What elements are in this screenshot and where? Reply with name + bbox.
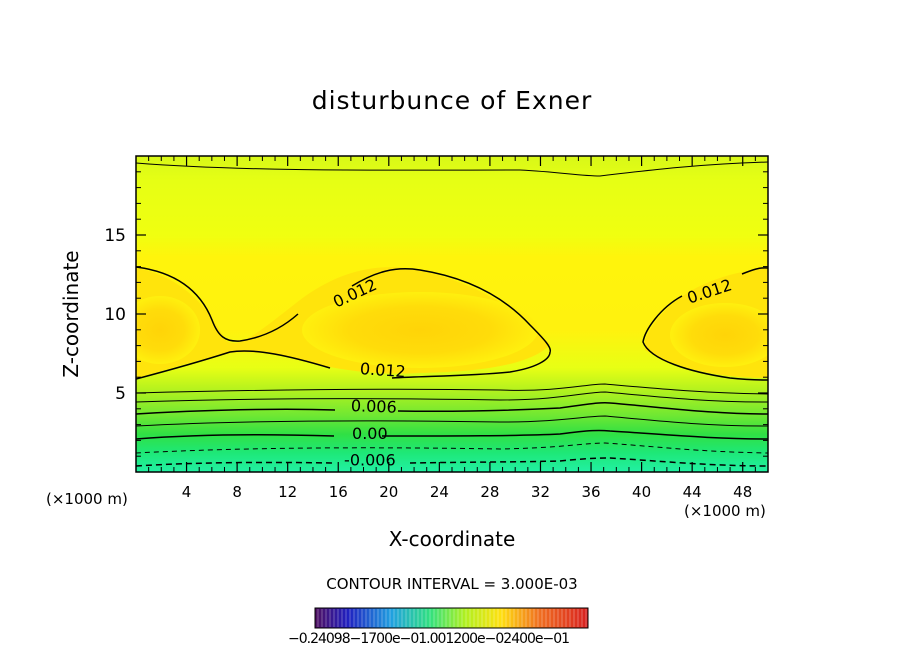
contour-interval-text: CONTOUR INTERVAL = 3.000E-03 [326, 575, 578, 593]
x-axis-label: X-coordinate [388, 527, 516, 551]
contour-label: 0.00 [352, 424, 388, 443]
y-tick-label: 5 [115, 384, 126, 404]
x-tick-label: 36 [581, 483, 600, 501]
x-axis: 4 8 12 16 20 24 28 32 36 40 44 48 [148, 156, 756, 501]
x-tick-label: 16 [329, 483, 348, 501]
x-tick-label: 20 [379, 483, 398, 501]
x-tick-label: 44 [683, 483, 702, 501]
contour-label: 0.006 [351, 396, 397, 417]
contour-fill [136, 156, 768, 472]
x-tick-label: 28 [480, 483, 499, 501]
contour-lines [136, 161, 768, 467]
contour-label: 0.012 [359, 359, 406, 381]
x-unit-right: (×1000 m) [684, 502, 766, 520]
x-tick-label: 12 [278, 483, 297, 501]
x-tick-label: 48 [733, 483, 752, 501]
colorbar [314, 607, 589, 629]
y-tick-label: 10 [104, 305, 126, 325]
chart-title: disturbunce of Exner [311, 86, 593, 115]
y-tick-label: 15 [104, 226, 126, 246]
x-tick-label: 8 [232, 483, 242, 501]
x-unit-left: (×1000 m) [46, 490, 128, 508]
y-axis: 5 10 15 [104, 171, 768, 457]
x-tick-label: 4 [182, 483, 192, 501]
x-tick-label: 40 [632, 483, 651, 501]
x-tick-label: 24 [430, 483, 449, 501]
contour-label: -0.006 [344, 451, 396, 470]
x-tick-label: 32 [531, 483, 550, 501]
colorbar-labels: −0.24098−1700e−01.001200e−02400e−01 [288, 631, 570, 647]
